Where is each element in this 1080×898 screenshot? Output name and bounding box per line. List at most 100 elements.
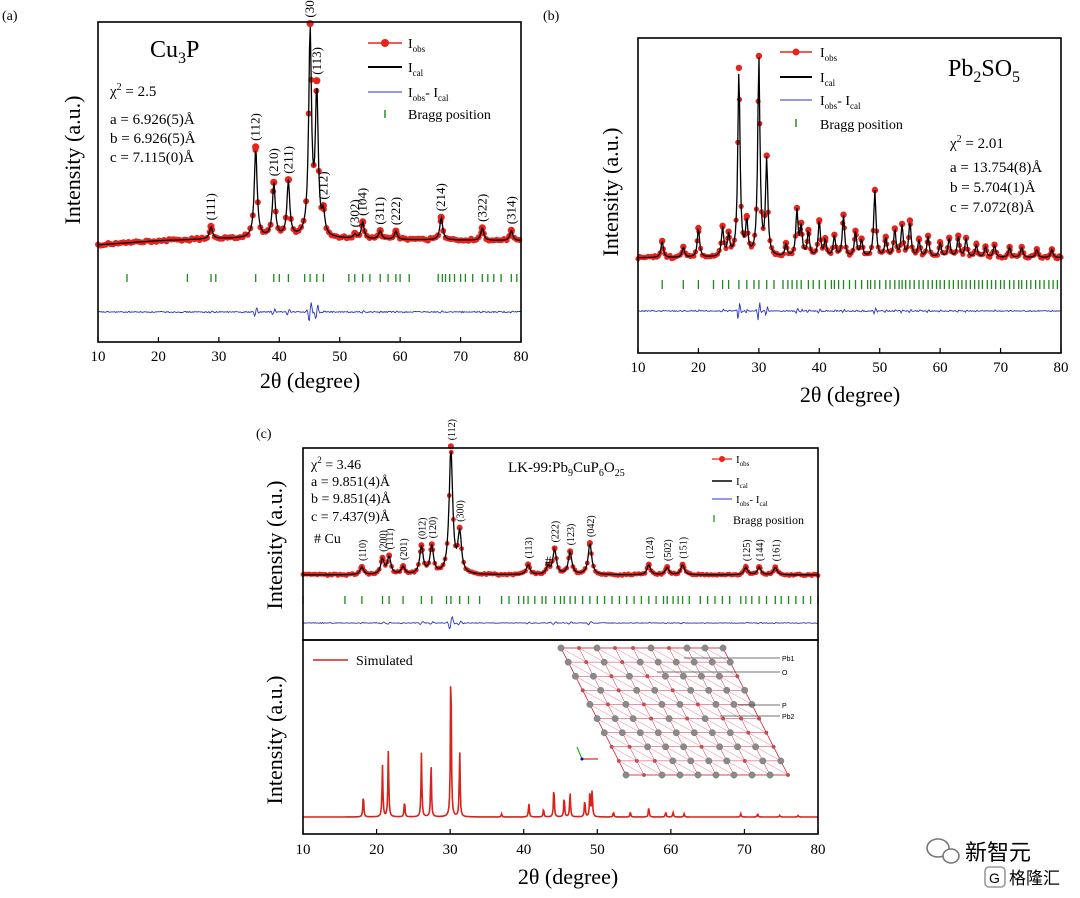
- panel-b-lattice-c: c = 7.072(8)Å: [950, 200, 1035, 216]
- bond: [597, 718, 623, 733]
- iobs-peak-point: [946, 234, 953, 241]
- x-tick-label: 60: [393, 349, 408, 365]
- bond: [679, 704, 706, 719]
- bond: [604, 661, 630, 677]
- bond: [658, 732, 684, 747]
- x-tick-label: 40: [812, 360, 827, 376]
- pb-atom: [618, 729, 626, 737]
- bond: [651, 718, 677, 733]
- pb-atom: [687, 686, 695, 694]
- panel-c-x-ticks: 10 20 30 40 50 60 70 80: [296, 829, 826, 858]
- pb-atom: [723, 757, 731, 765]
- peak-label: (300): [302, 0, 317, 18]
- difference-line: [302, 615, 819, 630]
- x-tick-label: 50: [332, 349, 347, 365]
- panel-c-ylabel-bottom: Intensity (a.u.): [262, 676, 287, 805]
- panel-b-plot: [635, 52, 1064, 321]
- panel-c-frame-bottom: [302, 639, 819, 835]
- panel-b-chi: χ2 = 2.01: [949, 134, 1004, 152]
- bond: [737, 746, 763, 762]
- x-tick-label: 20: [691, 360, 706, 376]
- pb-atom: [672, 729, 680, 737]
- bond: [633, 718, 659, 733]
- peak-label: (111): [385, 528, 396, 549]
- panel-b-ylabel: Intensity (a.u.): [598, 128, 623, 257]
- pb-atom: [723, 686, 731, 694]
- pb-atom: [683, 644, 691, 652]
- iobs-peak-point: [680, 243, 687, 250]
- x-tick-label: 70: [737, 842, 752, 858]
- o-atom: [627, 744, 632, 749]
- x-tick-label: 10: [631, 360, 646, 376]
- bond: [758, 718, 767, 733]
- panel-b-title: Pb2SO5: [948, 56, 1020, 86]
- pb-atom: [676, 771, 684, 779]
- peak-label: (161): [771, 540, 782, 562]
- bond: [632, 647, 659, 663]
- x-tick-label: 50: [872, 360, 887, 376]
- iobs-peak-point: [906, 217, 914, 224]
- o-atom: [746, 730, 751, 735]
- pb-atom: [712, 701, 720, 708]
- panel-b: (b) 10 20 30 40 50 60 70 80 2θ (degree) Intensi…: [543, 9, 1069, 407]
- peak-label: (222): [551, 521, 562, 543]
- svg-text:G: G: [989, 870, 1000, 886]
- bond: [744, 760, 771, 776]
- o-atom: [616, 688, 621, 693]
- crystal-structure-inset: Pb1 O P Pb2: [557, 644, 795, 779]
- panel-a-frame: [97, 21, 522, 343]
- pb-atom: [654, 658, 662, 666]
- o-atom: [631, 646, 635, 650]
- peak-label: (144): [755, 539, 766, 561]
- pb-atom: [690, 658, 698, 666]
- bond: [586, 661, 612, 677]
- bond: [740, 718, 749, 733]
- pb-atom: [676, 701, 684, 708]
- brand-logo-icon: G: [984, 866, 1006, 888]
- panel-c-cu-note: # Cu: [314, 532, 341, 547]
- iobs-peak-point: [793, 204, 801, 212]
- pb-atom: [658, 771, 666, 779]
- panel-a-legend: Iobs Ical Iobs- Ical Bragg position: [368, 37, 491, 123]
- o-atom: [764, 730, 769, 735]
- x-tick-label: 70: [993, 360, 1008, 376]
- pb-atom: [557, 644, 565, 652]
- panel-b-lattice-b: b = 5.704(1)Å: [950, 180, 1036, 196]
- bond: [704, 647, 731, 663]
- iobs-peak-point: [882, 233, 889, 240]
- o-atom: [609, 744, 614, 749]
- iobs-point: [244, 231, 251, 238]
- bond: [661, 704, 688, 719]
- iobs-peak-point: [924, 232, 932, 239]
- bond: [582, 690, 608, 705]
- iobs-peak-point: [586, 540, 593, 546]
- o-atom: [620, 660, 625, 665]
- peak-label: (222): [388, 197, 403, 225]
- bond: [636, 760, 645, 776]
- iobs-peak-point: [798, 219, 805, 226]
- o-atom: [757, 716, 762, 721]
- pb-atom: [669, 757, 677, 765]
- legend-bragg-label: Bragg position: [733, 513, 804, 527]
- bond: [672, 760, 699, 776]
- pb-atom: [636, 658, 644, 666]
- legend-obs-marker: [381, 39, 389, 47]
- pb-atom: [716, 672, 723, 680]
- x-tick-label: 70: [453, 349, 468, 365]
- o-atom: [771, 744, 776, 749]
- x-tick-label: 60: [663, 842, 678, 858]
- bond: [568, 661, 594, 677]
- iobs-point: [691, 253, 697, 259]
- peak-label: (201): [399, 538, 410, 560]
- pb-atom: [600, 658, 608, 666]
- watermark-text-top: 新智元: [965, 840, 1031, 865]
- pb-atom: [611, 715, 619, 722]
- pb-atom: [777, 757, 785, 765]
- legend-bragg-label: Bragg position: [820, 118, 903, 133]
- pb-atom: [622, 701, 630, 708]
- bond: [578, 647, 587, 663]
- bond: [708, 760, 735, 776]
- pb-atom: [662, 672, 669, 680]
- difference-line: [97, 302, 521, 322]
- panel-b-x-ticks: 10 20 30 40 50 60 70 80: [631, 348, 1069, 376]
